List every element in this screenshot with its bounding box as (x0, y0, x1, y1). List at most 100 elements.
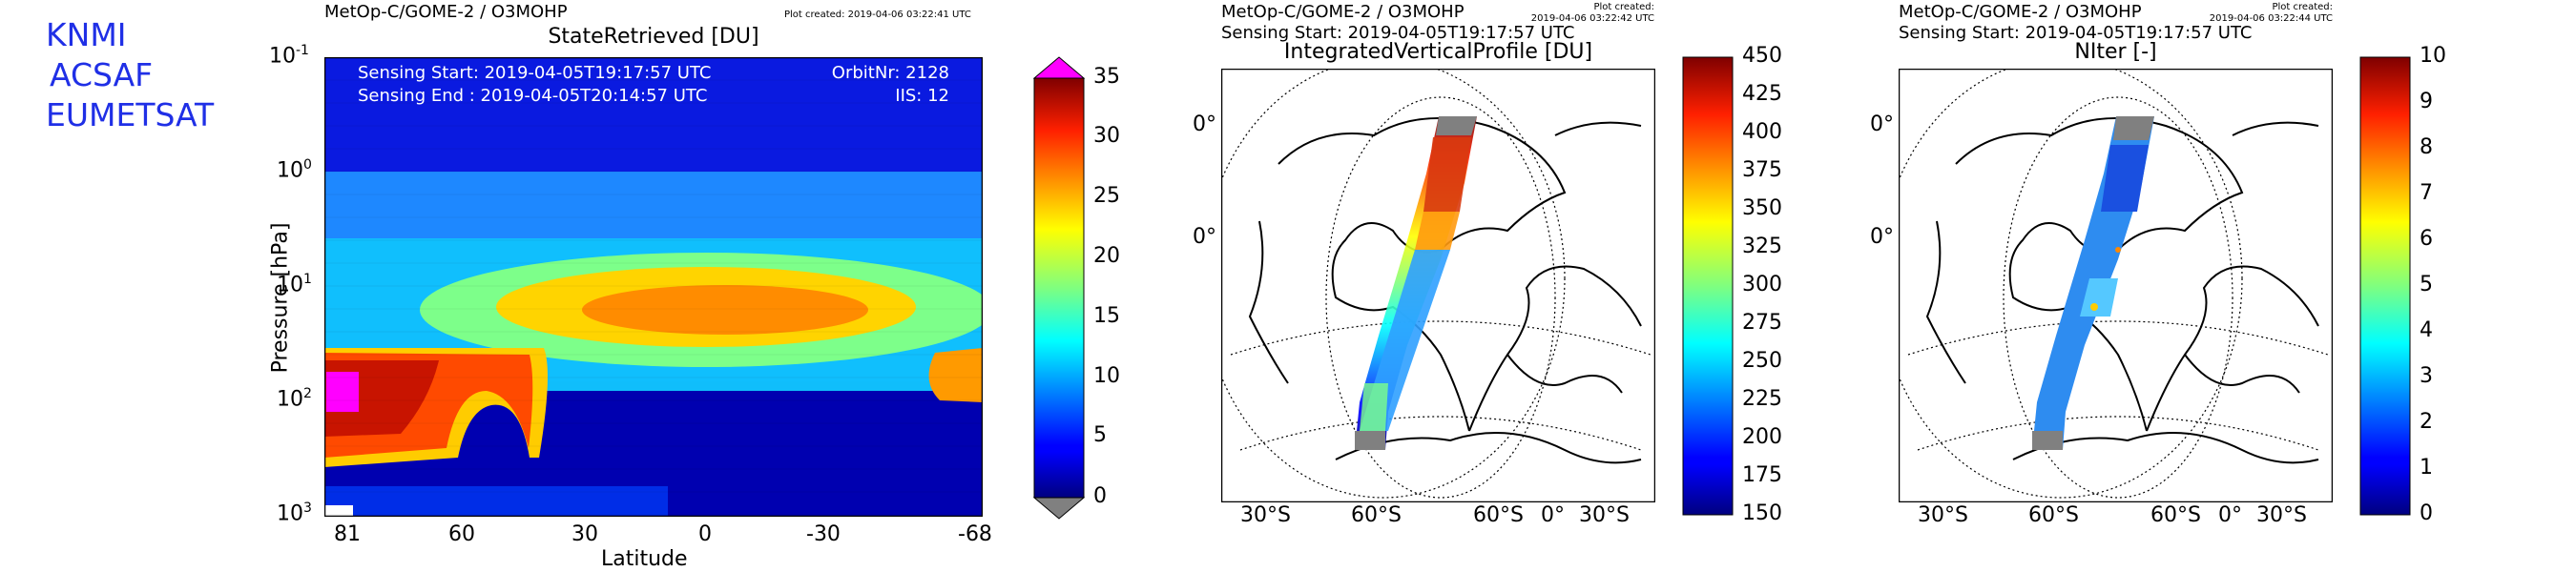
colorbar-tick: 1 (2420, 456, 2433, 480)
heatmap-plot-area: Sensing Start: 2019-04-05T19:17:57 UTC S… (324, 57, 983, 517)
colorbar-tick: 35 (1093, 65, 1120, 89)
logo-line-knmi: KNMI (46, 16, 127, 53)
map-lon-label: 30°S (2256, 503, 2307, 527)
orbit-swath-south-values (1360, 383, 1388, 431)
colorbar (1682, 56, 1734, 516)
map-lon-label: 60°S (2150, 503, 2201, 527)
map-lat-label: 0° (1193, 112, 1216, 136)
colorbar-tick: 7 (2420, 181, 2433, 205)
colorbar-gradient (1682, 56, 1734, 516)
info-sensing-end: Sensing End : 2019-04-05T20:14:57 UTC (358, 86, 707, 106)
map-lat-label: 0° (1193, 225, 1216, 249)
heatmap-south-edge-orange (928, 348, 983, 402)
logo-line-acsaf: ACSAF (50, 56, 154, 93)
map-lon-label: 0° (1541, 503, 1565, 527)
colorbar-tick: 20 (1093, 244, 1120, 268)
map-lon-label: 60°S (2028, 503, 2079, 527)
colorbar-tick: 325 (1742, 235, 1782, 258)
colorbar-tick: 0 (1093, 484, 1107, 508)
plot-created-label: Plot created: (1593, 2, 1655, 12)
heatmap-ozone-layer-orange (582, 285, 868, 335)
sensing-start-line: Sensing Start: 2019-04-05T19:17:57 UTC (1899, 23, 2253, 43)
colorbar-tick: 3 (2420, 364, 2433, 388)
colorbar-gradient (2359, 56, 2411, 516)
colorbar-tick: 2 (2420, 410, 2433, 434)
y-tick-label: 101 (277, 272, 312, 297)
x-tick-label: 81 (334, 522, 361, 546)
colorbar-overflow-triangle (1032, 56, 1086, 79)
logo-line-eumetsat: EUMETSAT (46, 96, 215, 133)
colorbar-tick: 9 (2420, 90, 2433, 113)
y-tick-label: 102 (277, 386, 312, 412)
colorbar-tick: 8 (2420, 135, 2433, 159)
x-tick-label: 60 (448, 522, 475, 546)
chart-title: StateRetrieved [DU] (548, 25, 759, 49)
colorbar-tick: 400 (1742, 120, 1782, 144)
plot-created-stamp: Plot created: 2019-04-06 03:22:41 UTC (784, 10, 971, 20)
colorbar-tick: 5 (2420, 273, 2433, 296)
sensing-start-line: Sensing Start: 2019-04-05T19:17:57 UTC (1221, 23, 1575, 43)
map-lon-label: 60°S (1351, 503, 1402, 527)
colorbar (2359, 56, 2411, 516)
organization-logo-text: KNMI ACSAF EUMETSAT (46, 15, 214, 135)
map-lon-label: 30°S (1918, 503, 1968, 527)
colorbar-tick: 250 (1742, 349, 1782, 373)
y-axis-label: Pressure [hPa] (268, 222, 293, 374)
heatmap-band-upper (324, 172, 983, 238)
map-graticule (1221, 69, 1652, 499)
colorbar-tick: 4 (2420, 318, 2433, 342)
colorbar-tick: 175 (1742, 463, 1782, 487)
map-plot-area (1899, 69, 2333, 502)
product-line: MetOp-C/GOME-2 / O3MOHP (1221, 2, 1465, 22)
colorbar-tick: 300 (1742, 273, 1782, 296)
colorbar-tick: 25 (1093, 184, 1120, 208)
colorbar-tick: 275 (1742, 311, 1782, 335)
map-lon-label: 30°S (1240, 503, 1291, 527)
plot-created-stamp: 2019-04-06 03:22:44 UTC (2209, 13, 2333, 24)
heatmap-cell-grid (324, 57, 983, 516)
heatmap-band-top (324, 57, 983, 172)
orbit-swath-missing-south (1355, 431, 1385, 450)
colorbar-tick: 10 (2420, 44, 2446, 68)
map-graticule (1899, 69, 2329, 499)
map-lat-label: 0° (1870, 112, 1894, 136)
x-tick-label: 0 (698, 522, 712, 546)
product-line: MetOp-C/GOME-2 / O3MOHP (1899, 2, 2142, 22)
colorbar-tick: 225 (1742, 387, 1782, 411)
heatmap-bottom-noise (324, 486, 668, 517)
colorbar-tick: 10 (1093, 364, 1120, 388)
info-orbit-number: OrbitNr: 2128 (832, 63, 949, 83)
chart-title: IntegratedVerticalProfile [DU] (1283, 40, 1593, 64)
map-lat-label: 0° (1870, 225, 1894, 249)
x-tick-label: -68 (958, 522, 992, 546)
map-lon-label: 30°S (1579, 503, 1630, 527)
x-tick-label: 30 (571, 522, 598, 546)
colorbar-tick: 350 (1742, 196, 1782, 220)
colorbar (1032, 56, 1086, 520)
colorbar-tick: 6 (2420, 227, 2433, 251)
colorbar-tick: 0 (2420, 501, 2433, 525)
colorbar-tick: 450 (1742, 44, 1782, 68)
map-lon-label: 0° (2218, 503, 2242, 527)
orbit-swath-mid-iter (2080, 278, 2118, 317)
heatmap-missing-data (324, 505, 353, 517)
plot-created-label: Plot created: (2272, 2, 2334, 12)
orbit-swath-high-values (1423, 137, 1471, 212)
colorbar-gradient (1033, 77, 1085, 499)
colorbar-tick: 150 (1742, 501, 1782, 525)
heatmap-overflow-region (326, 372, 359, 412)
orbit-swath-high-iter (2090, 303, 2098, 311)
y-tick-label: 103 (277, 500, 312, 526)
y-tick-label: 100 (277, 157, 312, 183)
colorbar-tick: 15 (1093, 304, 1120, 328)
orbit-swath-high-iter (2115, 247, 2121, 253)
colorbar-tick: 375 (1742, 158, 1782, 182)
map-lon-label: 60°S (1473, 503, 1524, 527)
orbit-swath-low-iter (2101, 145, 2149, 212)
colorbar-tick: 200 (1742, 425, 1782, 449)
info-sensing-start: Sensing Start: 2019-04-05T19:17:57 UTC (358, 63, 711, 83)
chart-title: NIter [-] (2074, 40, 2157, 64)
orbit-swath-missing-south (2032, 431, 2063, 450)
colorbar-tick: 425 (1742, 82, 1782, 106)
info-iis: IIS: 12 (895, 86, 949, 106)
